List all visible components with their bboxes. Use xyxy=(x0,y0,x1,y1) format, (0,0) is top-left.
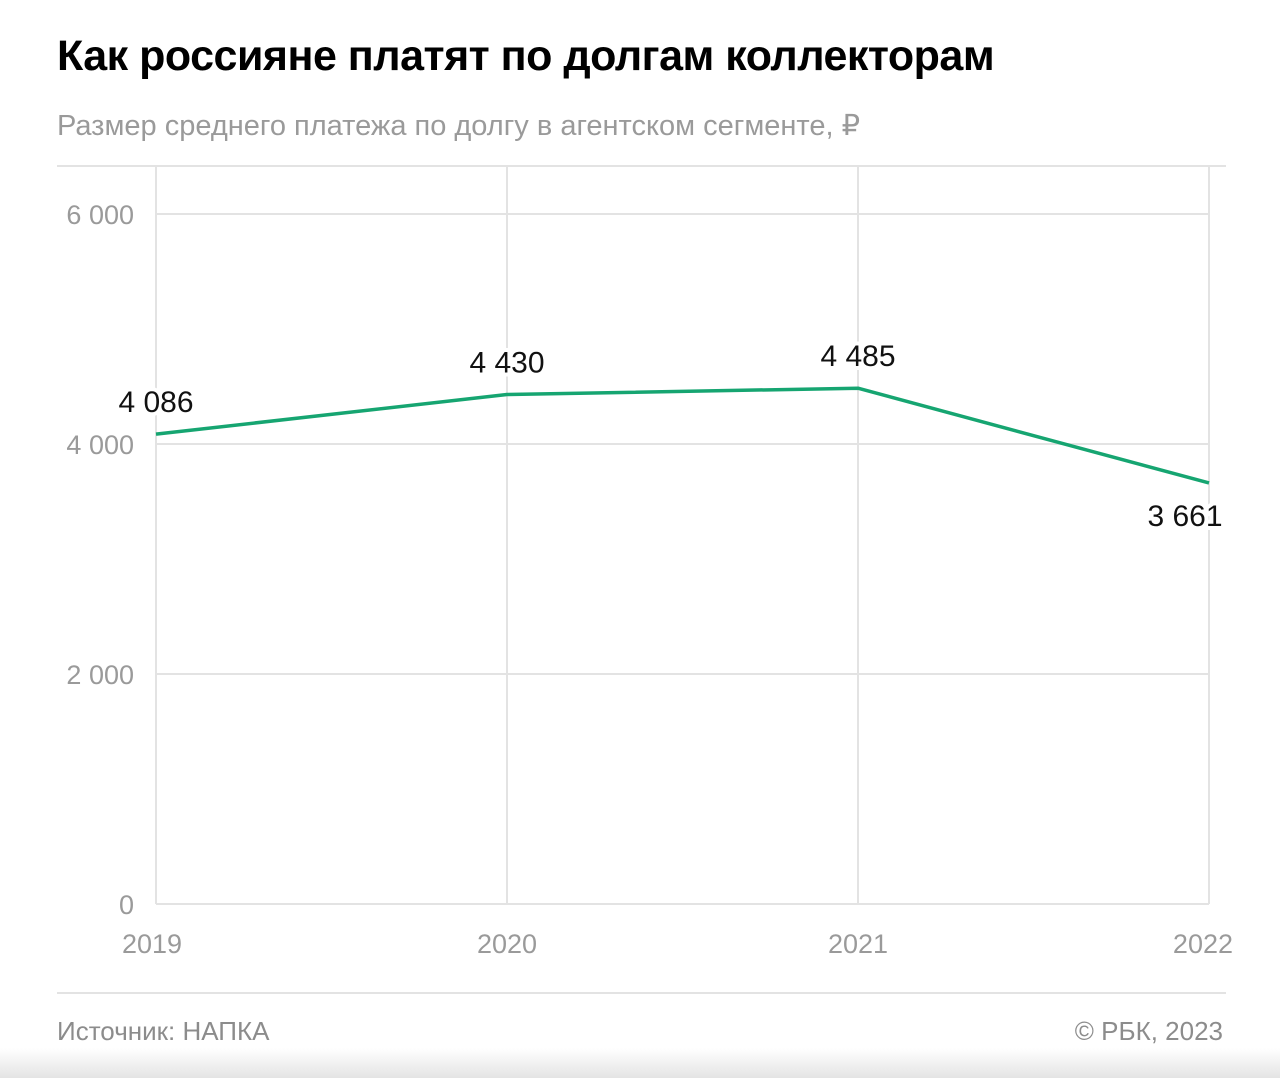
bottom-fade xyxy=(0,1048,1280,1078)
y-tick-label: 6 000 xyxy=(66,200,134,230)
y-tick-label: 0 xyxy=(119,890,134,920)
source-note: Источник: НАПКА xyxy=(57,1016,270,1046)
data-label: 4 485 xyxy=(820,340,895,373)
chart-subtitle: Размер среднего платежа по долгу в агент… xyxy=(57,110,861,142)
y-tick-label: 4 000 xyxy=(66,430,134,460)
copyright: © РБК, 2023 xyxy=(1074,1016,1223,1046)
chart-title: Как россияне платят по долгам коллектора… xyxy=(57,32,995,80)
x-tick-label: 2022 xyxy=(1173,929,1233,959)
data-label: 3 661 xyxy=(1147,500,1222,533)
y-tick-label: 2 000 xyxy=(66,660,134,690)
series-line xyxy=(155,386,1210,485)
data-label: 4 086 xyxy=(118,386,193,419)
x-tick-label: 2021 xyxy=(828,929,888,959)
data-label: 4 430 xyxy=(469,347,544,380)
x-tick-label: 2020 xyxy=(477,929,537,959)
x-tick-label: 2019 xyxy=(122,929,182,959)
